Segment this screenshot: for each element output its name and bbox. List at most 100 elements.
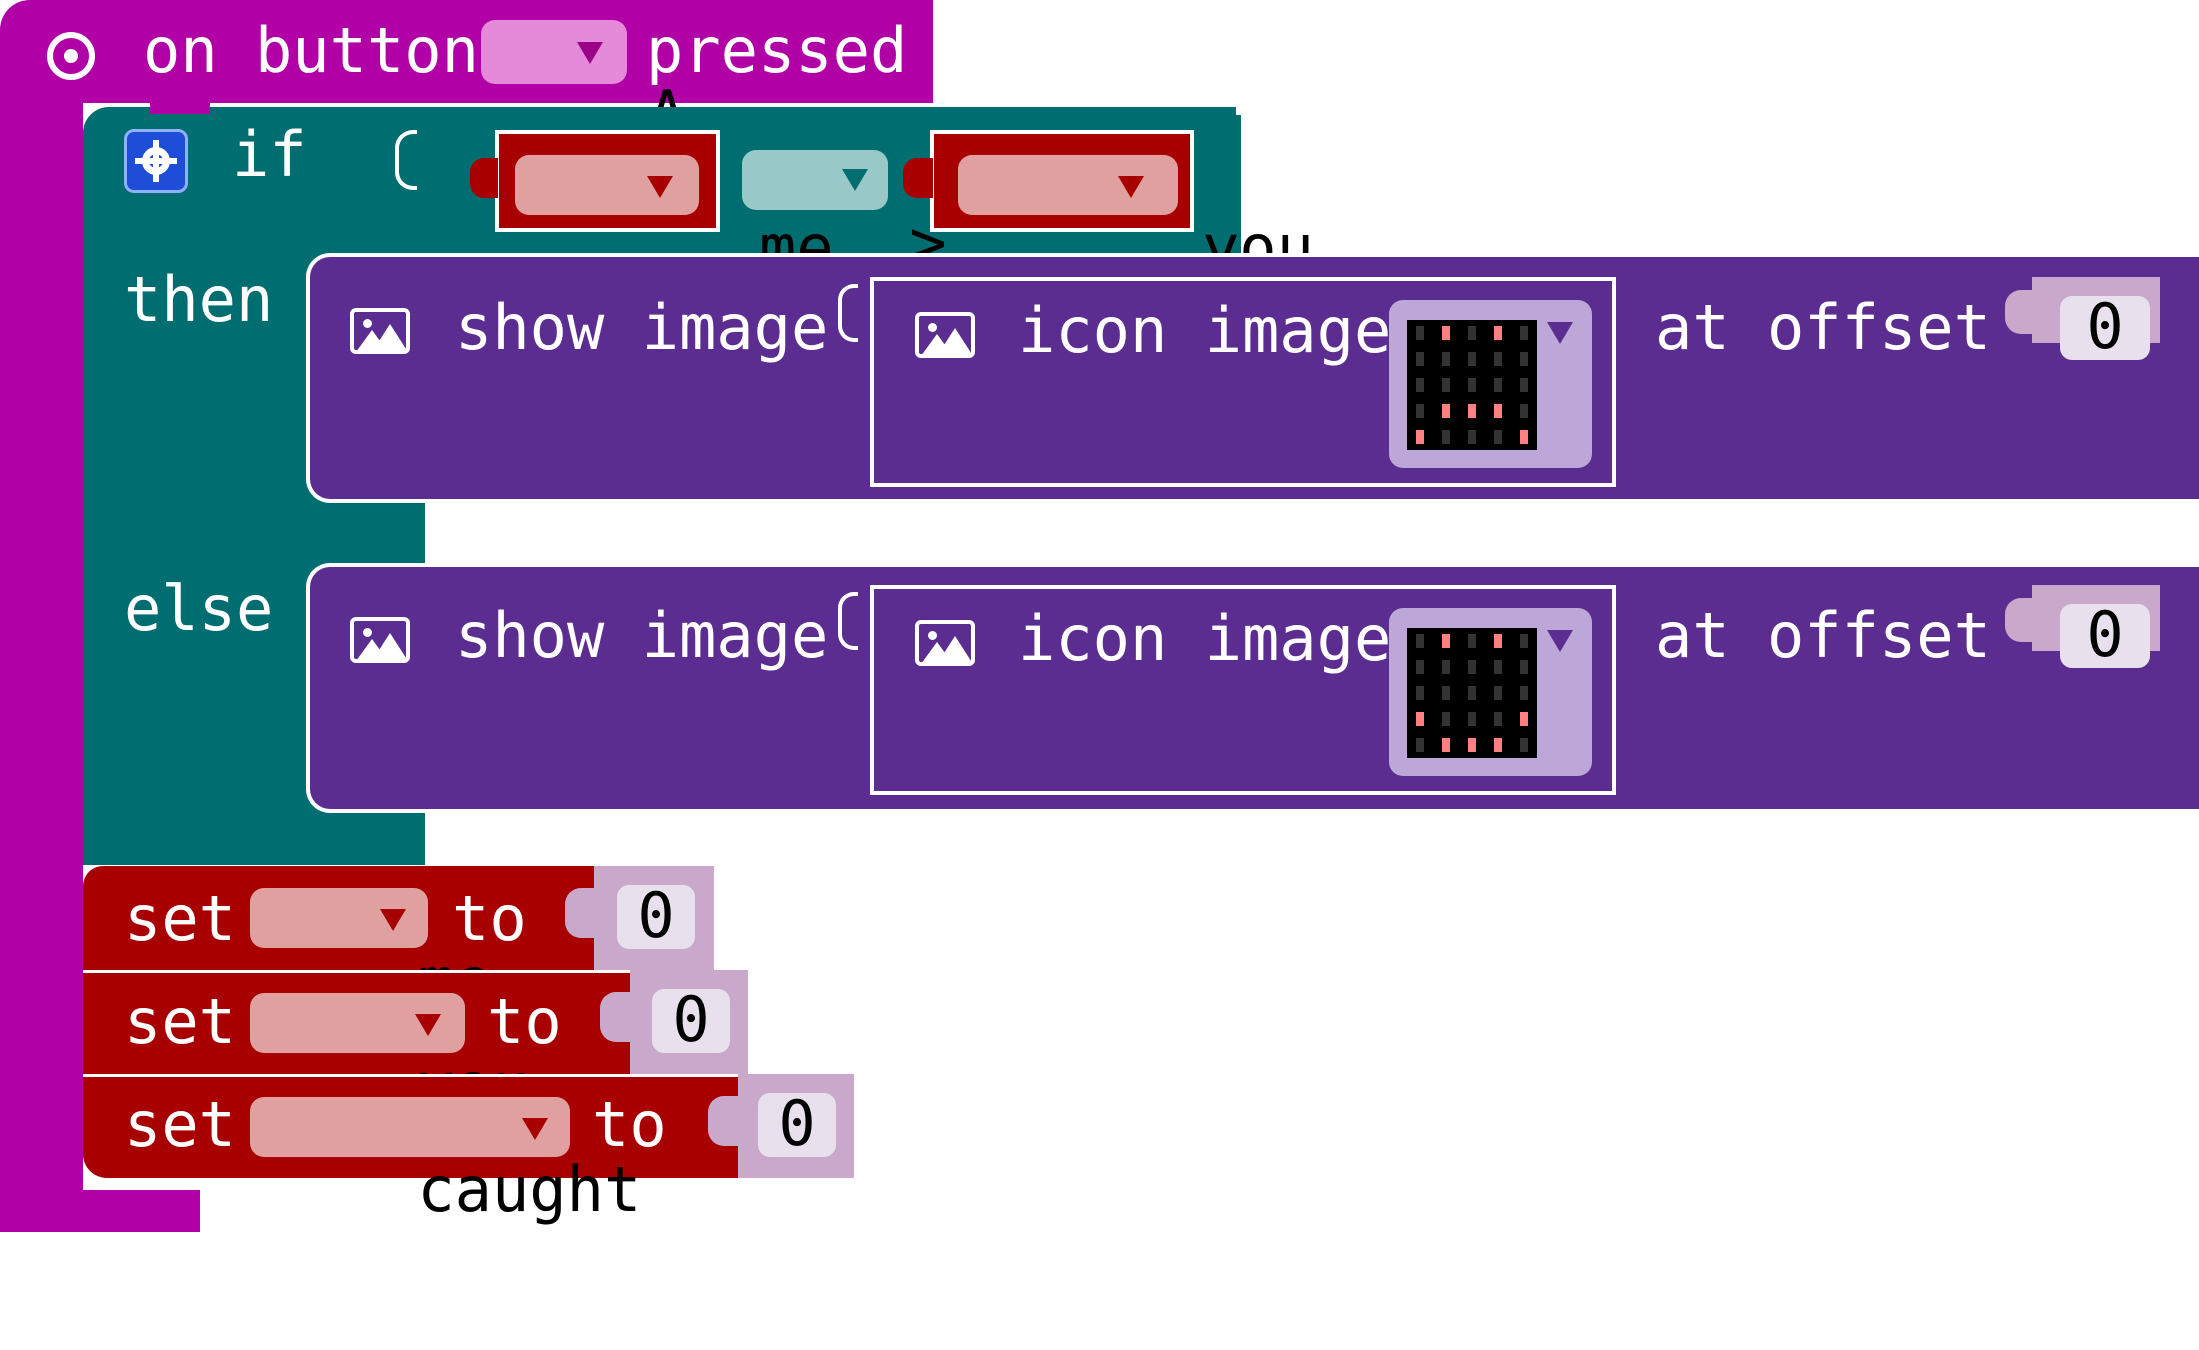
led-off[interactable] [1494,430,1502,444]
chevron-down-icon [1547,322,1573,344]
led-on[interactable] [1416,712,1424,726]
led-off[interactable] [1494,352,1502,366]
led-on[interactable] [1494,634,1502,648]
to-label: to [592,1088,667,1161]
at-offset-label: at offset [1655,291,1991,364]
then-label: then [124,263,274,336]
led-on[interactable] [1442,738,1450,752]
led-off[interactable] [1416,660,1424,674]
value-input[interactable]: 0 [652,989,730,1053]
led-off[interactable] [1468,660,1476,674]
image-icon [350,308,410,354]
led-off[interactable] [1468,352,1476,366]
led-off[interactable] [1494,378,1502,392]
led-off[interactable] [1520,686,1528,700]
led-image-picker[interactable] [1389,608,1592,776]
led-on[interactable] [1416,430,1424,444]
led-off[interactable] [1468,326,1476,340]
led-on[interactable] [1468,738,1476,752]
led-on[interactable] [1520,712,1528,726]
led-off[interactable] [1520,660,1528,674]
chevron-down-icon [577,42,603,64]
led-off[interactable] [1520,738,1528,752]
led-off[interactable] [1416,352,1424,366]
gear-icon[interactable] [124,129,188,193]
led-matrix [1407,320,1537,450]
at-offset-label: at offset [1655,599,1991,672]
led-off[interactable] [1416,404,1424,418]
event-on-button-label: on button [143,14,479,87]
led-off[interactable] [1416,738,1424,752]
variable-dropdown[interactable]: you [958,155,1314,279]
led-on[interactable] [1468,404,1476,418]
led-off[interactable] [1468,430,1476,444]
variable-dropdown[interactable]: me [515,155,834,279]
to-label: to [487,985,562,1058]
led-off[interactable] [1442,712,1450,726]
led-on[interactable] [1494,738,1502,752]
led-off[interactable] [1520,404,1528,418]
led-off[interactable] [1442,378,1450,392]
to-label: to [452,882,527,955]
image-icon [915,620,975,666]
event-block-body [0,103,83,1232]
led-off[interactable] [1416,378,1424,392]
led-off[interactable] [1416,686,1424,700]
comparison-operator-dropdown[interactable]: > [742,150,947,274]
variable-dropdown[interactable]: you [250,993,529,1117]
led-off[interactable] [1442,686,1450,700]
led-off[interactable] [1520,352,1528,366]
led-off[interactable] [1416,326,1424,340]
led-off[interactable] [1442,660,1450,674]
variable-name: caught [417,1153,642,1226]
event-pressed-label: pressed [646,14,908,87]
chevron-down-icon [380,909,406,931]
led-off[interactable] [1494,686,1502,700]
target-icon [47,32,95,80]
variable-dropdown[interactable]: caught [250,1097,641,1221]
led-off[interactable] [1520,326,1528,340]
chevron-down-icon [522,1118,548,1140]
led-off[interactable] [1442,352,1450,366]
led-image-picker[interactable] [1389,300,1592,468]
condition-left-variable[interactable]: me [495,130,834,279]
led-on[interactable] [1494,404,1502,418]
button-dropdown[interactable]: A [481,20,686,145]
led-on[interactable] [1442,634,1450,648]
chevron-down-icon [647,176,673,198]
event-block-header[interactable] [0,0,933,103]
led-off[interactable] [1520,634,1528,648]
set-label: set [124,882,236,955]
value-input[interactable]: 0 [758,1093,836,1157]
led-off[interactable] [1416,634,1424,648]
led-on[interactable] [1442,404,1450,418]
led-off[interactable] [1520,378,1528,392]
icon-image-label: icon image [1018,294,1392,367]
led-off[interactable] [1442,430,1450,444]
chevron-down-icon [415,1014,441,1036]
led-off[interactable] [1494,660,1502,674]
show-image-label: show image [455,599,829,672]
led-on[interactable] [1442,326,1450,340]
chevron-down-icon [1118,176,1144,198]
offset-value-input[interactable]: 0 [2060,296,2150,360]
icon-image-label: icon image [1018,602,1392,675]
value-input[interactable]: 0 [617,885,695,949]
led-off[interactable] [1468,712,1476,726]
led-on[interactable] [1520,430,1528,444]
led-off[interactable] [1468,378,1476,392]
chevron-down-icon [1547,630,1573,652]
led-off[interactable] [1494,712,1502,726]
led-off[interactable] [1468,686,1476,700]
image-icon [915,312,975,358]
variable-dropdown[interactable]: me [250,888,492,1012]
show-image-label: show image [455,291,829,364]
led-off[interactable] [1468,634,1476,648]
set-label: set [124,1088,236,1161]
led-on[interactable] [1494,326,1502,340]
offset-value-input[interactable]: 0 [2060,604,2150,668]
condition-right-variable[interactable]: you [930,130,1314,279]
chevron-down-icon [842,169,868,191]
event-block-footer [0,1190,200,1232]
led-matrix [1407,628,1537,758]
